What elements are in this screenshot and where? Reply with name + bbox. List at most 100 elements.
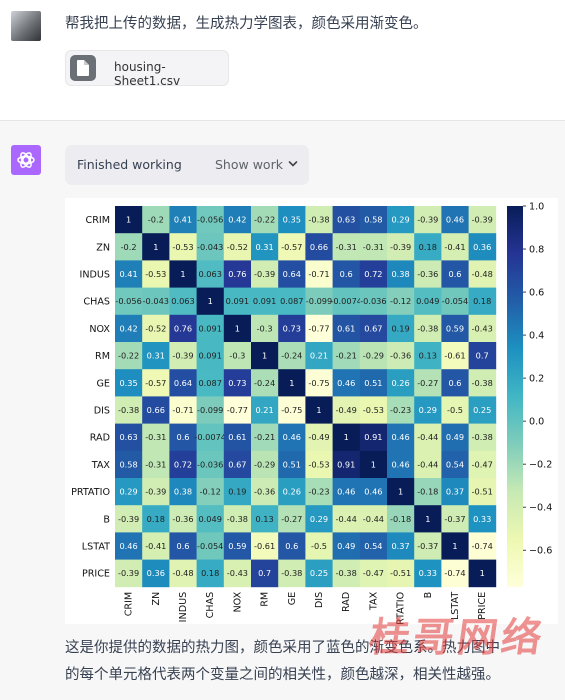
heatmap-cell xyxy=(332,478,361,506)
reply-line-1: 这是你提供的数据的热力图，颜色采用了蓝色的渐变色系。热力图中 xyxy=(65,640,500,656)
colorbar-tick-label: 0.2 xyxy=(529,374,544,385)
heatmap-cell xyxy=(115,505,143,533)
heatmap-cell xyxy=(441,314,469,343)
cell-value-label: -0.12 xyxy=(390,296,411,306)
work-status-text: Finished working xyxy=(77,157,182,172)
heatmap-cell xyxy=(332,233,361,261)
heatmap-cell xyxy=(441,559,469,588)
heatmap-cell xyxy=(142,396,170,424)
heatmap-cell xyxy=(196,233,225,261)
cell-value-label: 0.18 xyxy=(473,296,491,306)
cell-value-label: -0.23 xyxy=(390,405,411,415)
file-attachment[interactable]: housing-Sheet1.csv xyxy=(65,50,229,88)
heatmap-cell xyxy=(278,314,306,343)
cell-value-label: 0.38 xyxy=(174,487,192,497)
heatmap-cell xyxy=(441,532,469,560)
heatmap-cell xyxy=(196,287,225,316)
heatmap-cell xyxy=(305,478,333,506)
cell-value-label: 0.67 xyxy=(364,323,382,333)
chevron-down-icon[interactable] xyxy=(287,158,299,170)
cell-value-label: 0.66 xyxy=(310,242,328,252)
cell-value-label: 0.18 xyxy=(201,568,219,578)
cell-value-label: -0.44 xyxy=(417,432,438,442)
heatmap-cell xyxy=(223,260,252,288)
show-work-button[interactable]: Show work xyxy=(215,157,283,172)
heatmap-cell xyxy=(169,233,197,261)
cell-value-label: 0.13 xyxy=(419,351,437,361)
y-tick-label: B xyxy=(103,514,110,525)
cell-value-label: 0.72 xyxy=(364,269,382,279)
heatmap-cell xyxy=(251,369,279,397)
heatmap-cell xyxy=(251,206,279,234)
cell-value-label: -0.51 xyxy=(472,487,493,497)
heatmap-cell xyxy=(414,559,442,588)
cell-value-label: 0.6 xyxy=(448,269,461,279)
heatmap-cell xyxy=(305,369,333,397)
cell-value-label: 0.59 xyxy=(446,323,464,333)
cell-value-label: -0.61 xyxy=(444,351,465,361)
cell-value-label: -0.57 xyxy=(281,242,302,252)
cell-value-label: 0.6 xyxy=(176,541,189,551)
heatmap-chart: 1 -0.2 0.41 -0.056 0.42 -0.22 0.35 -0.38 0.63 0.5… xyxy=(65,198,558,631)
x-tick-label: TAX xyxy=(368,591,379,611)
cell-value-label: -0.22 xyxy=(254,215,275,225)
cell-value-label: 1 xyxy=(344,432,349,442)
heatmap-cell xyxy=(332,450,361,479)
heatmap-cell xyxy=(441,369,469,397)
cell-value-label: -0.29 xyxy=(254,459,275,469)
heatmap-cell xyxy=(169,450,197,479)
cell-value-label: -0.24 xyxy=(254,378,275,388)
cell-value-label: 1 xyxy=(316,405,321,415)
file-name: housing-Sheet1.csv xyxy=(114,60,181,88)
cell-value-label: 0.63 xyxy=(119,432,137,442)
cell-value-label: -0.53 xyxy=(308,459,329,469)
cell-value-label: 0.36 xyxy=(473,242,491,252)
heatmap-cell xyxy=(251,450,279,479)
cell-value-label: 0.61 xyxy=(337,323,355,333)
heatmap-cell xyxy=(169,478,197,506)
x-tick-label: DIS xyxy=(314,592,325,608)
x-tick-label: RM xyxy=(260,592,271,607)
cell-value-label: 1 xyxy=(235,323,240,333)
reply-line-2: 的每个单元格代表两个变量之间的相关性，颜色越深，相关性越强。 xyxy=(65,667,500,683)
heatmap-cell xyxy=(169,369,197,397)
heatmap-cell xyxy=(223,342,252,370)
cell-value-label: -0.39 xyxy=(145,487,166,497)
heatmap-cell xyxy=(142,206,170,234)
heatmap-cell xyxy=(142,369,170,397)
cell-value-label: 0.54 xyxy=(364,541,382,551)
heatmap-cell xyxy=(142,342,170,370)
cell-value-label: 0.091 xyxy=(226,296,249,306)
cell-value-label: 0.51 xyxy=(283,459,301,469)
y-tick-label: CRIM xyxy=(86,215,110,226)
cell-value-label: -0.75 xyxy=(308,378,329,388)
message-divider xyxy=(0,120,565,121)
heatmap-cell xyxy=(359,423,388,452)
cell-value-label: -0.49 xyxy=(336,405,357,415)
cell-value-label: 0.72 xyxy=(174,459,192,469)
heatmap-cell xyxy=(169,505,197,533)
cell-value-label: -0.27 xyxy=(417,378,438,388)
cell-value-label: 1 xyxy=(371,459,376,469)
cell-value-label: 0.33 xyxy=(419,568,437,578)
cell-value-label: 0.33 xyxy=(473,514,491,524)
y-tick-label: RAD xyxy=(90,433,110,444)
heatmap-cell xyxy=(387,369,415,397)
cell-value-label: -0.38 xyxy=(417,323,438,333)
heatmap-cell xyxy=(414,342,442,370)
cell-value-label: 0.61 xyxy=(228,432,246,442)
cell-value-label: -0.036 xyxy=(197,459,223,469)
cell-value-label: 0.7 xyxy=(258,568,271,578)
heatmap-cell xyxy=(305,233,333,261)
colorbar-tick-label: 0.6 xyxy=(529,288,544,299)
heatmap-cell xyxy=(468,450,497,479)
cell-value-label: 0.76 xyxy=(228,269,246,279)
heatmap-cell xyxy=(468,206,497,234)
heatmap-cell xyxy=(278,342,306,370)
cell-value-label: 0.38 xyxy=(391,269,409,279)
heatmap-cell xyxy=(332,287,361,316)
heatmap-cell xyxy=(196,342,225,370)
heatmap-cell xyxy=(468,260,497,288)
cell-value-label: -0.23 xyxy=(308,487,329,497)
cell-value-label: 0.6 xyxy=(448,378,461,388)
